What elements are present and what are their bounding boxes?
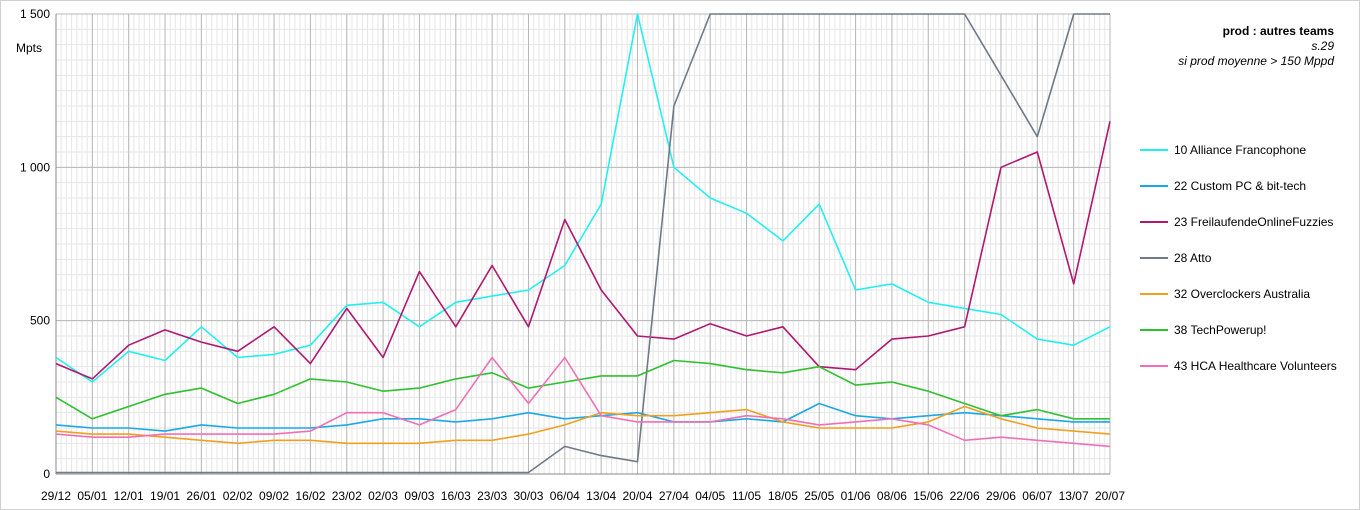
x-tick-label: 30/03 xyxy=(513,489,543,503)
x-tick-label: 23/02 xyxy=(332,489,362,503)
x-tick-label: 22/06 xyxy=(950,489,980,503)
x-tick-label: 01/06 xyxy=(841,489,871,503)
legend-swatch xyxy=(1140,149,1168,151)
legend-swatch xyxy=(1140,329,1168,331)
y-tick-label: 1 500 xyxy=(20,7,50,21)
legend-label: 38 TechPowerup! xyxy=(1174,323,1267,337)
legend-item: 23 FreilaufendeOnlineFuzzies xyxy=(1140,213,1333,231)
x-tick-label: 20/07 xyxy=(1095,489,1125,503)
x-tick-label: 20/04 xyxy=(623,489,653,503)
minor-gridlines xyxy=(55,13,1111,475)
x-tick-label: 27/04 xyxy=(659,489,689,503)
x-tick-labels: 29/12 05/01 12/01 19/01 26/01 02/02 09/02 16/02… xyxy=(41,489,1125,503)
series-lines xyxy=(55,13,1111,474)
legend-label: 28 Atto xyxy=(1174,251,1212,265)
x-tick-label: 25/05 xyxy=(804,489,834,503)
series-line-4 xyxy=(55,405,1111,445)
x-tick-label: 04/05 xyxy=(695,489,725,503)
legend-swatch xyxy=(1140,257,1168,259)
chart-subtitle: s.29 xyxy=(1311,39,1334,53)
legend-item: 28 Atto xyxy=(1140,249,1211,267)
x-tick-label: 02/02 xyxy=(223,489,253,503)
x-tick-label: 08/06 xyxy=(877,489,907,503)
x-tick-label: 06/07 xyxy=(1022,489,1052,503)
x-tick-label: 12/01 xyxy=(114,489,144,503)
legend-item: 38 TechPowerup! xyxy=(1140,321,1267,339)
x-tick-label: 16/02 xyxy=(295,489,325,503)
legend-item: 43 HCA Healthcare Volunteers xyxy=(1140,357,1337,375)
major-gridlines xyxy=(55,13,1111,475)
x-tick-label: 29/06 xyxy=(986,489,1016,503)
series-line-1 xyxy=(55,402,1110,432)
x-tick-label: 16/03 xyxy=(441,489,471,503)
x-tick-label: 09/03 xyxy=(404,489,434,503)
x-tick-label: 15/06 xyxy=(913,489,943,503)
legend-swatch xyxy=(1140,185,1168,187)
series-line-2 xyxy=(55,121,1111,380)
y-tick-labels: 0 500 1 000 1 500 xyxy=(20,7,50,481)
x-tick-label: 13/07 xyxy=(1059,489,1089,503)
x-tick-label: 18/05 xyxy=(768,489,798,503)
legend-swatch xyxy=(1140,293,1168,295)
chart-title-block: prod : autres teams s.29 si prod moyenne… xyxy=(1178,24,1334,69)
legend-label: 23 FreilaufendeOnlineFuzzies xyxy=(1174,215,1334,229)
legend-item: 22 Custom PC & bit-tech xyxy=(1140,177,1306,195)
legend-item: 32 Overclockers Australia xyxy=(1140,285,1310,303)
y-tick-label: 500 xyxy=(30,314,50,328)
x-tick-label: 23/03 xyxy=(477,489,507,503)
y-axis-unit-label: Mpts xyxy=(16,41,42,55)
series-line-0 xyxy=(55,13,1111,383)
legend-label: 22 Custom PC & bit-tech xyxy=(1174,179,1307,193)
legend-label: 32 Overclockers Australia xyxy=(1174,287,1311,301)
series-line-5 xyxy=(55,359,1110,420)
y-tick-label: 1 000 xyxy=(20,160,50,174)
legend-swatch xyxy=(1140,365,1168,367)
x-tick-label: 26/01 xyxy=(186,489,216,503)
legend-label: 43 HCA Healthcare Volunteers xyxy=(1174,359,1337,373)
x-tick-label: 06/04 xyxy=(550,489,580,503)
line-chart: 0 500 1 000 1 500 29/12 05/01 12/01 19/01 26/01… xyxy=(16,7,1125,503)
legend-item: 10 Alliance Francophone xyxy=(1140,141,1306,159)
x-tick-label: 19/01 xyxy=(150,489,180,503)
x-tick-label: 05/01 xyxy=(77,489,107,503)
x-tick-label: 29/12 xyxy=(41,489,71,503)
legend-swatch xyxy=(1140,221,1168,223)
chart-title: prod : autres teams xyxy=(1222,24,1334,38)
x-tick-label: 09/02 xyxy=(259,489,289,503)
x-tick-label: 02/03 xyxy=(368,489,398,503)
chart-subtitle-2: si prod moyenne > 150 Mppd xyxy=(1178,54,1334,68)
x-tick-label: 11/05 xyxy=(732,489,761,503)
series-line-6 xyxy=(55,356,1111,448)
x-tick-label: 13/04 xyxy=(586,489,616,503)
series-line-3 xyxy=(56,13,1110,474)
y-tick-label: 0 xyxy=(43,467,50,481)
legend-label: 10 Alliance Francophone xyxy=(1174,143,1307,157)
